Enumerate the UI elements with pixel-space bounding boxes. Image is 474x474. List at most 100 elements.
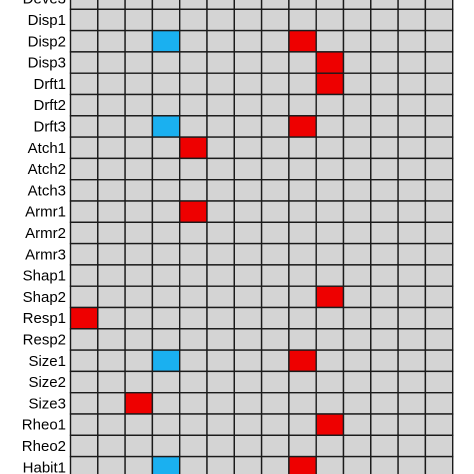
cell-empty (260, 93, 290, 117)
cell-empty (315, 115, 345, 138)
cell-empty (206, 221, 235, 245)
cell-empty (424, 306, 454, 330)
cell-empty (206, 264, 235, 287)
cell-empty (151, 93, 181, 117)
cell-empty (424, 51, 454, 74)
row-label-atch2: Atch2 (28, 161, 66, 178)
cell-empty (206, 8, 235, 32)
row-label-atch3: Atch3 (28, 182, 66, 199)
cell-empty (315, 370, 345, 394)
cell-empty (370, 392, 399, 415)
cell-red-resp1-0 (69, 306, 99, 330)
cell-empty (424, 242, 454, 266)
cell-empty (151, 306, 181, 330)
cell-empty (260, 306, 290, 330)
cell-empty (342, 392, 372, 415)
cell-empty (315, 455, 345, 474)
cell-empty (288, 285, 317, 309)
cell-empty (397, 115, 427, 138)
cell-empty (342, 157, 372, 181)
cell-empty (342, 455, 372, 474)
cell-empty (397, 328, 427, 351)
cell-empty (288, 392, 317, 415)
cell-empty (342, 51, 372, 74)
cell-empty (69, 29, 99, 53)
cell-empty (397, 200, 427, 223)
cell-empty (69, 72, 99, 96)
cell-empty (288, 178, 317, 202)
cell-empty (370, 413, 399, 436)
cell-empty (233, 285, 263, 309)
cell-empty (124, 242, 154, 266)
cell-empty (97, 285, 126, 309)
cell-empty (69, 115, 99, 138)
cell-empty (206, 29, 235, 53)
cell-empty (233, 29, 263, 53)
cell-empty (124, 157, 154, 181)
cell-empty (370, 72, 399, 96)
cell-empty (178, 72, 208, 96)
cell-empty (206, 455, 235, 474)
cell-empty (342, 306, 372, 330)
cell-empty (315, 349, 345, 373)
cell-empty (97, 8, 126, 32)
cell-empty (424, 8, 454, 32)
cell-empty (206, 200, 235, 223)
cell-empty (69, 200, 99, 223)
cell-empty (206, 178, 235, 202)
cell-empty (124, 72, 154, 96)
cell-empty (206, 72, 235, 96)
cell-empty (151, 392, 181, 415)
cell-empty (397, 0, 427, 10)
row-label-resp1: Resp1 (23, 310, 66, 327)
cell-empty (397, 285, 427, 309)
cell-red-shap2-9 (315, 285, 345, 309)
cell-empty (124, 370, 154, 394)
cell-empty (260, 221, 290, 245)
cell-empty (288, 306, 317, 330)
cell-empty (206, 285, 235, 309)
cell-empty (69, 178, 99, 202)
cell-empty (288, 370, 317, 394)
row-label-size3: Size3 (28, 395, 66, 412)
cell-empty (315, 93, 345, 117)
cell-empty (288, 328, 317, 351)
cell-empty (69, 392, 99, 415)
cell-empty (260, 328, 290, 351)
cell-empty (151, 285, 181, 309)
cell-empty (315, 242, 345, 266)
cell-empty (178, 178, 208, 202)
cell-empty (97, 72, 126, 96)
cell-empty (424, 29, 454, 53)
row-label-disp1: Disp1 (28, 12, 66, 29)
cell-empty (206, 392, 235, 415)
cell-empty (424, 72, 454, 96)
cell-empty (260, 8, 290, 32)
cell-empty (69, 157, 99, 181)
cell-empty (260, 200, 290, 223)
cell-grid (69, 0, 454, 474)
cell-empty (97, 178, 126, 202)
cell-empty (124, 178, 154, 202)
cell-empty (97, 455, 126, 474)
cell-empty (397, 370, 427, 394)
cell-empty (178, 221, 208, 245)
row-label-drft1: Drft1 (33, 76, 66, 93)
cell-empty (342, 178, 372, 202)
cell-empty (178, 434, 208, 458)
cell-empty (260, 392, 290, 415)
row-label-habit1: Habit1 (23, 459, 66, 474)
cell-empty (424, 370, 454, 394)
cell-empty (97, 51, 126, 74)
cell-empty (342, 434, 372, 458)
cell-empty (342, 413, 372, 436)
cell-empty (124, 264, 154, 287)
cell-empty (342, 93, 372, 117)
cell-empty (370, 306, 399, 330)
cell-empty (288, 264, 317, 287)
cell-empty (370, 157, 399, 181)
cell-empty (260, 72, 290, 96)
cell-empty (97, 264, 126, 287)
cell-empty (315, 136, 345, 160)
cell-empty (124, 29, 154, 53)
